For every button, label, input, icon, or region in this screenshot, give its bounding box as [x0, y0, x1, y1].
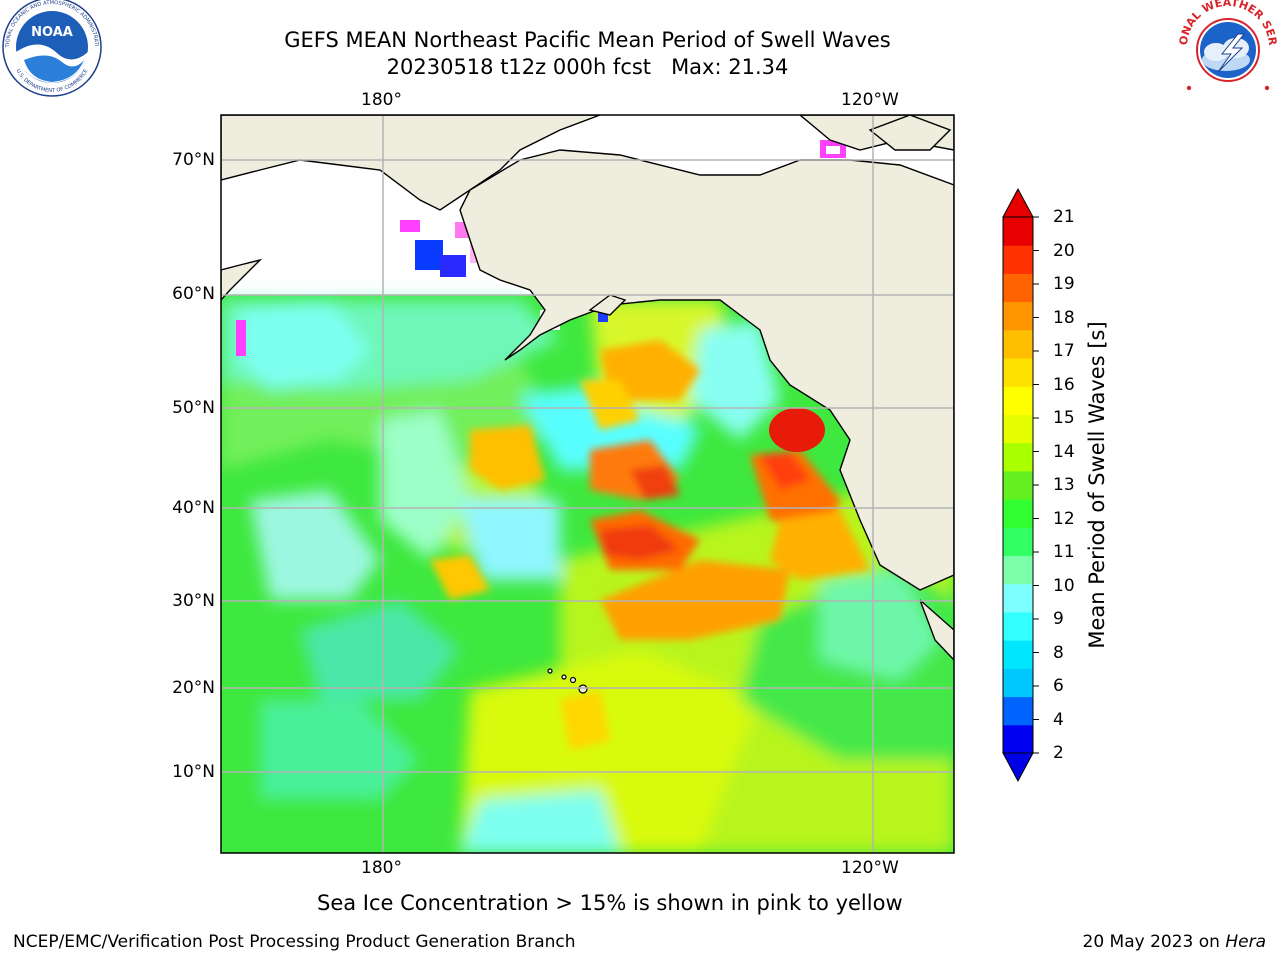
colorbar-band — [1003, 696, 1033, 726]
sea-ice-note: Sea Ice Concentration > 15% is shown in … — [317, 891, 903, 915]
lat-label-20n: 20°N — [172, 678, 215, 698]
noaa-logo-icon: NOAA NATIONAL OCEANIC AND ATMOSPHERIC AD… — [0, 0, 102, 97]
footer-date-text: 20 May 2023 on — [1082, 932, 1226, 952]
lat-label-10n: 10°N — [172, 762, 215, 782]
colorbar-tick-label: 19 — [1053, 274, 1075, 294]
title-line-1: GEFS MEAN Northeast Pacific Mean Period … — [284, 28, 891, 52]
footer-date: 20 May 2023 on Hera — [1083, 932, 1267, 952]
lon-label-top-120w: 120°W — [841, 90, 899, 110]
lat-label-60n: 60°N — [172, 284, 215, 304]
hawaii-islands — [547, 668, 588, 694]
lon-label-bottom-120w: 120°W — [841, 858, 899, 878]
colorbar-band — [1003, 527, 1033, 557]
colorbar-tick-label: 6 — [1053, 676, 1064, 696]
lat-label-70n: 70°N — [172, 150, 215, 170]
colorbar-tick-label: 11 — [1053, 542, 1075, 562]
colorbar-band — [1003, 442, 1033, 472]
land-masses — [221, 115, 954, 662]
footer-branch: NCEP/EMC/Verification Post Processing Pr… — [13, 932, 576, 952]
colorbar-tick-label: 8 — [1053, 642, 1064, 663]
colorbar-band — [1003, 640, 1033, 669]
colorbar-band — [1003, 583, 1033, 613]
footer-host: Hera — [1225, 932, 1266, 952]
lon-label-bottom-180: 180° — [361, 858, 402, 878]
colorbar-tick-label: 18 — [1053, 307, 1075, 328]
lat-label-40n: 40°N — [172, 498, 215, 518]
colorbar-tick-label: 15 — [1053, 408, 1075, 428]
colorbar-tick-label: 9 — [1053, 609, 1064, 629]
colorbar-tick-label: 13 — [1053, 475, 1075, 495]
colorbar-tick-label: 10 — [1053, 575, 1075, 596]
colorbar-band — [1003, 611, 1033, 641]
lon-label-top-180: 180° — [361, 90, 402, 110]
noaa-logo-name: NOAA — [31, 25, 73, 40]
colorbar-over-arrow — [1002, 187, 1034, 218]
map-area — [221, 115, 954, 853]
colorbar-band — [1003, 414, 1033, 444]
colorbar-tick-label: 16 — [1053, 374, 1075, 395]
colorbar-tick-label: 21 — [1053, 207, 1075, 227]
colorbar-band — [1003, 358, 1033, 387]
colorbar-band — [1003, 273, 1033, 303]
colorbar-band — [1003, 329, 1033, 359]
colorbar — [1002, 187, 1039, 783]
colorbar-band — [1003, 499, 1033, 528]
title-line-2: 20230518 t12z 000h fcst Max: 21.34 — [386, 55, 789, 79]
colorbar-under-arrow — [1002, 752, 1034, 783]
colorbar-band — [1003, 555, 1033, 585]
colorbar-tick-label: 12 — [1053, 508, 1075, 529]
colorbar-band — [1003, 386, 1033, 415]
colorbar-tick-label: 17 — [1053, 341, 1075, 361]
colorbar-tick-label: 14 — [1053, 441, 1075, 462]
colorbar-band — [1003, 301, 1033, 331]
svg-text:NATIONAL WEATHER SERVICE: NATIONAL WEATHER SERVICE — [0, 0, 1279, 47]
nws-logo-icon: NATIONAL WEATHER SERVICE — [0, 0, 1279, 97]
colorbar-band — [1003, 470, 1033, 500]
lat-label-30n: 30°N — [172, 591, 215, 611]
colorbar-band — [1003, 724, 1033, 754]
graticule — [221, 115, 954, 853]
colorbar-tick-label: 4 — [1053, 709, 1064, 730]
colorbar-tick-label: 20 — [1053, 240, 1075, 261]
colorbar-label: Mean Period of Swell Waves [s] — [1085, 321, 1109, 649]
colorbar-band — [1003, 668, 1033, 698]
colorbar-band — [1003, 245, 1033, 274]
map-frame — [220, 114, 955, 854]
nws-logo-ring-text: NATIONAL WEATHER SERVICE — [0, 0, 1279, 47]
colorbar-tick-label: 2 — [1053, 743, 1064, 763]
lat-label-50n: 50°N — [172, 398, 215, 418]
colorbar-band — [1003, 217, 1033, 246]
